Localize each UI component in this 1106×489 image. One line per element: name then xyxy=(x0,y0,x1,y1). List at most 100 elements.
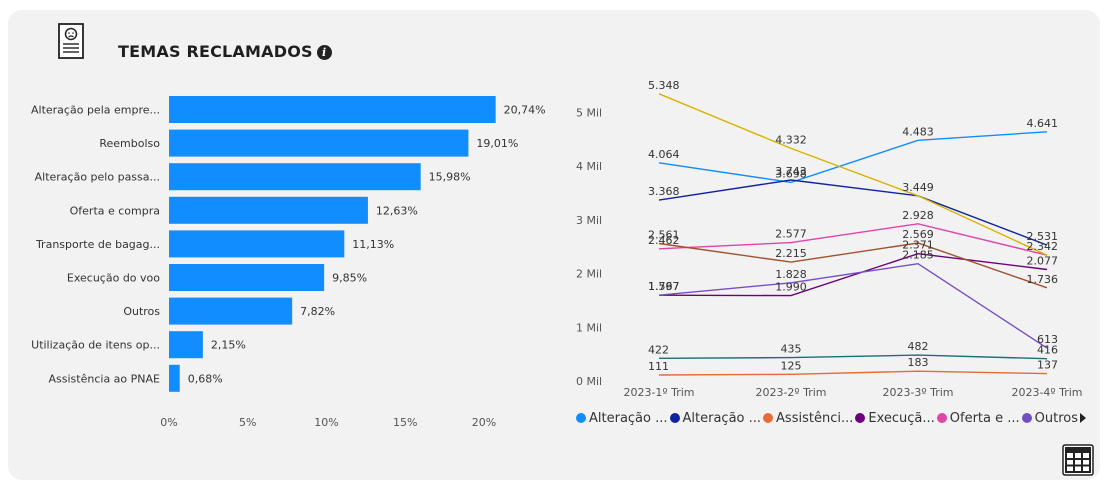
category-label: Outros xyxy=(123,305,160,318)
bar-value-label: 0,68% xyxy=(188,372,223,385)
bar xyxy=(169,163,421,191)
data-label: 435 xyxy=(781,343,802,356)
data-label: 2.531 xyxy=(1027,230,1059,243)
series-line xyxy=(658,262,1048,349)
bar xyxy=(169,364,180,392)
complaint-document-icon xyxy=(58,23,84,59)
x-tick-label: 2023-4º Trim xyxy=(1011,386,1082,399)
data-label: 4.483 xyxy=(902,125,934,138)
data-label: 111 xyxy=(648,360,669,373)
data-label: 5.348 xyxy=(648,79,680,92)
data-label: 4.064 xyxy=(648,148,680,161)
data-label: 2.342 xyxy=(1027,240,1059,253)
data-label: 416 xyxy=(1037,344,1058,357)
category-label: Utilização de itens op... xyxy=(31,339,160,352)
legend-marker xyxy=(936,413,947,423)
x-tick-label: 15% xyxy=(393,416,417,429)
data-label: 4.641 xyxy=(1027,117,1059,130)
bar-value-label: 2,15% xyxy=(211,339,246,352)
data-label: 2.561 xyxy=(648,228,680,241)
series-line xyxy=(658,370,1048,376)
bar-value-label: 12,63% xyxy=(376,204,418,217)
bar-value-label: 9,85% xyxy=(332,272,367,285)
legend-label: Alteração ... xyxy=(589,411,668,426)
legend-marker xyxy=(855,413,866,423)
series-line xyxy=(658,354,1048,360)
bar xyxy=(169,297,293,325)
bar-value-label: 20,74% xyxy=(504,104,546,117)
x-tick-label: 20% xyxy=(472,416,496,429)
bar xyxy=(169,230,345,258)
legend-label: Oferta e ... xyxy=(949,411,1020,426)
legend-marker xyxy=(576,413,586,423)
data-label: 183 xyxy=(908,356,929,369)
caret-right-icon[interactable] xyxy=(1080,413,1086,423)
y-tick-label: 5 Mil xyxy=(576,107,602,120)
legend-label: Alteração ... xyxy=(682,411,762,426)
x-tick-label: 2023-3º Trim xyxy=(882,386,953,399)
legend-item[interactable]: Alteração ... xyxy=(576,411,668,426)
category-label: Assistência ao PNAE xyxy=(49,372,161,385)
bar xyxy=(169,129,469,157)
data-label: 1.767 xyxy=(648,280,680,293)
y-tick-label: 3 Mil xyxy=(576,214,602,227)
bar-value-label: 7,82% xyxy=(300,305,335,318)
data-label: 125 xyxy=(781,359,802,372)
legend-label: Execuçã... xyxy=(868,411,935,426)
series-line xyxy=(658,252,1048,297)
bar xyxy=(169,96,496,123)
legend-item[interactable]: Outros xyxy=(1021,411,1078,426)
category-label: Alteração pela empre... xyxy=(31,104,160,117)
data-label: 2.077 xyxy=(1027,254,1059,267)
info-icon[interactable]: i xyxy=(316,45,332,60)
data-label: 3.449 xyxy=(902,181,934,194)
category-label: Oferta e compra xyxy=(70,204,160,217)
legend-marker xyxy=(1021,413,1032,423)
x-tick-label: 5% xyxy=(239,416,256,429)
x-tick-label: 0% xyxy=(160,416,177,429)
series-line xyxy=(658,223,1048,256)
bar xyxy=(169,264,325,291)
series-line xyxy=(658,131,1048,184)
bar-value-label: 19,01% xyxy=(476,137,518,150)
legend-marker xyxy=(763,413,774,423)
data-label: 1.990 xyxy=(775,281,807,294)
line-chart-legend: Alteração ... Alteração ... Assistênci... E… xyxy=(576,411,1080,426)
bar-value-label: 11,13% xyxy=(352,238,394,251)
legend-label: Assistênci... xyxy=(776,411,854,426)
data-label: 2.185 xyxy=(902,249,934,262)
legend-item[interactable]: Alteração ... xyxy=(669,411,762,426)
legend-label: Outros xyxy=(1034,411,1078,426)
y-tick-label: 2 Mil xyxy=(576,268,602,281)
data-label: 1.597 xyxy=(648,280,680,293)
data-label: 1.736 xyxy=(1027,273,1059,286)
data-label: 3.743 xyxy=(775,165,807,178)
legend-item[interactable]: Execuçã... xyxy=(855,411,935,426)
category-label: Transporte de bagag... xyxy=(35,238,160,251)
chart-title-text: TEMAS RECLAMADOS xyxy=(118,42,313,61)
category-label: Execução do voo xyxy=(67,272,160,285)
legend-item[interactable]: Oferta e ... xyxy=(936,411,1020,426)
data-label: 613 xyxy=(1037,333,1058,346)
data-label: 137 xyxy=(1037,359,1058,372)
chart-title: TEMAS RECLAMADOS i xyxy=(118,42,332,61)
series-line xyxy=(658,179,1048,246)
data-label: 1.828 xyxy=(775,268,807,281)
category-label: Reembolso xyxy=(99,137,160,150)
y-tick-label: 4 Mil xyxy=(576,160,602,173)
legend-item[interactable]: Assistênci... xyxy=(763,411,853,426)
data-label: 2.215 xyxy=(775,247,807,260)
data-label: 482 xyxy=(908,340,929,353)
x-tick-label: 2023-2º Trim xyxy=(755,386,826,399)
bar-value-label: 15,98% xyxy=(429,171,471,184)
y-tick-label: 1 Mil xyxy=(576,321,602,334)
data-label: 2.371 xyxy=(902,239,934,252)
legend-marker xyxy=(669,413,680,423)
series-line xyxy=(658,93,1048,256)
data-label: 4.332 xyxy=(775,133,807,146)
y-tick-label: 0 Mil xyxy=(576,375,602,388)
series-line xyxy=(658,242,1048,289)
bar xyxy=(169,196,368,224)
table-view-icon[interactable] xyxy=(1062,444,1094,476)
